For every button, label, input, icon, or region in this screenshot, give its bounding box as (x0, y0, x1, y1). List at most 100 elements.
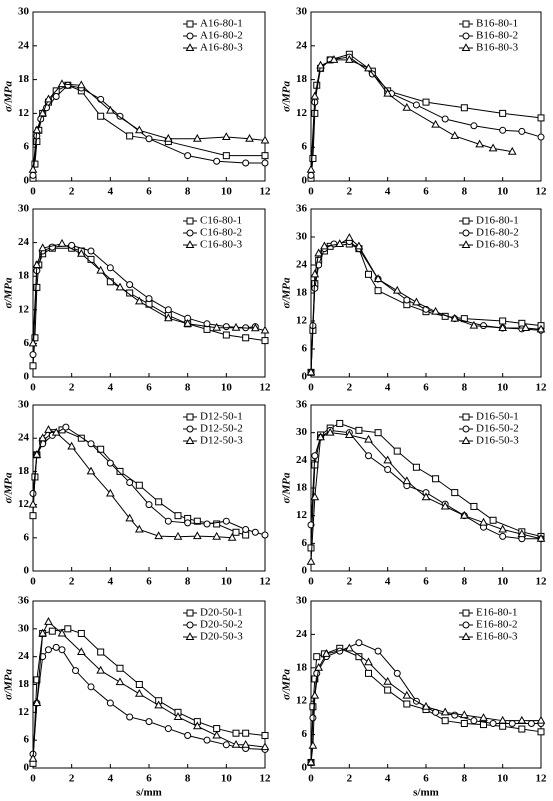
marker-circle (106, 264, 114, 272)
marker-circle (261, 159, 269, 167)
legend-label: E16-80-2 (476, 619, 518, 631)
marker-triangle (536, 533, 546, 542)
marker-triangle (76, 80, 86, 89)
marker-square (97, 445, 105, 453)
marker-square (499, 317, 507, 325)
marker-triangle (431, 306, 440, 315)
y-tick-label: 24 (296, 454, 308, 466)
y-tick-label: 30 (18, 622, 30, 634)
legend-label: C16-80-3 (200, 239, 243, 251)
marker-square (412, 463, 420, 471)
marker-triangle (86, 466, 96, 475)
marker-triangle (521, 323, 531, 331)
marker-square (460, 104, 468, 112)
marker-triangle (461, 436, 471, 444)
marker-triangle (335, 239, 345, 247)
x-tick-label: 6 (423, 186, 429, 198)
marker-triangle (38, 628, 48, 637)
marker-triangle (154, 700, 164, 709)
x-tick-label: 10 (497, 773, 509, 785)
marker-circle (470, 122, 478, 130)
x-tick-label: 10 (497, 576, 509, 588)
x-tick-label: 4 (385, 773, 391, 785)
marker-circle (307, 171, 315, 179)
y-tick-label: 12 (296, 107, 308, 119)
y-tick-label: 24 (18, 236, 30, 248)
legend-label: D16-50-3 (476, 435, 519, 447)
marker-triangle (115, 282, 125, 291)
y-axis-label: σ/MPa (281, 669, 293, 700)
x-tick-label: 8 (185, 576, 191, 588)
marker-circle (97, 95, 105, 103)
marker-square (29, 362, 37, 370)
marker-circle (184, 732, 192, 740)
x-tick-label: 10 (221, 576, 233, 588)
marker-circle (29, 351, 37, 359)
y-tick-label: 0 (302, 762, 308, 774)
y-tick-label: 6 (302, 537, 308, 549)
marker-triangle (459, 710, 469, 719)
marker-circle (412, 101, 420, 109)
marker-circle (499, 532, 507, 540)
marker-triangle (192, 133, 202, 142)
marker-triangle (329, 55, 339, 63)
marker-triangle (51, 427, 61, 436)
marker-square (355, 426, 363, 434)
y-axis-label: σ/MPa (281, 472, 293, 503)
marker-triangle (221, 132, 231, 141)
legend-label: D12-50-2 (200, 423, 243, 435)
marker-square (365, 669, 372, 677)
y-tick-label: 6 (24, 337, 30, 349)
marker-circle (145, 501, 153, 509)
y-tick-label: 0 (302, 565, 308, 577)
y-tick-label: 0 (24, 565, 30, 577)
marker-square (441, 717, 449, 725)
y-tick-label: 18 (296, 482, 308, 494)
marker-triangle (28, 499, 38, 508)
marker-triangle (163, 313, 173, 322)
x-tick-label: 4 (108, 186, 114, 198)
marker-square (155, 498, 163, 506)
marker-triangle (32, 125, 42, 134)
legend-label: D20-50-2 (200, 619, 243, 631)
marker-triangle (227, 532, 237, 541)
marker-triangle (28, 164, 38, 173)
y-tick-label: 0 (24, 762, 30, 774)
marker-circle (480, 322, 487, 330)
marker-square (242, 729, 250, 737)
marker-square (365, 270, 372, 278)
marker-triangle (402, 102, 412, 111)
marker-triangle (440, 501, 450, 510)
x-tick-label: 0 (30, 186, 36, 198)
legend-label: D16-80-1 (476, 215, 519, 227)
y-axis-label: σ/MPa (281, 277, 293, 308)
x-tick-label: 10 (221, 382, 233, 394)
marker-square (97, 648, 105, 656)
x-tick-label: 4 (108, 382, 114, 394)
y-tick-label: 12 (296, 509, 308, 521)
marker-circle (374, 647, 382, 655)
marker-square (97, 112, 105, 120)
marker-triangle (461, 240, 471, 248)
marker-triangle (316, 432, 325, 441)
x-tick-label: 12 (260, 186, 272, 198)
x-tick-label: 6 (146, 773, 152, 785)
marker-circle (145, 295, 153, 303)
marker-triangle (105, 105, 115, 114)
x-tick-label: 12 (536, 773, 548, 785)
x-tick-label: 0 (30, 382, 36, 394)
marker-triangle (44, 425, 53, 433)
marker-triangle (67, 441, 77, 450)
y-tick-label: 12 (18, 107, 30, 119)
marker-square (336, 419, 344, 427)
marker-triangle (421, 492, 431, 501)
x-tick-label: 2 (69, 773, 75, 785)
marker-circle (58, 646, 66, 654)
marker-circle (186, 32, 194, 40)
x-tick-label: 0 (308, 773, 314, 785)
y-tick-label: 24 (18, 39, 30, 51)
